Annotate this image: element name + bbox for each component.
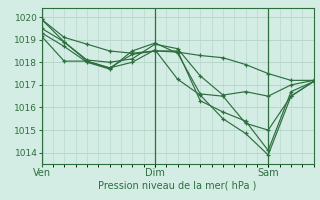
- X-axis label: Pression niveau de la mer( hPa ): Pression niveau de la mer( hPa ): [99, 181, 257, 191]
